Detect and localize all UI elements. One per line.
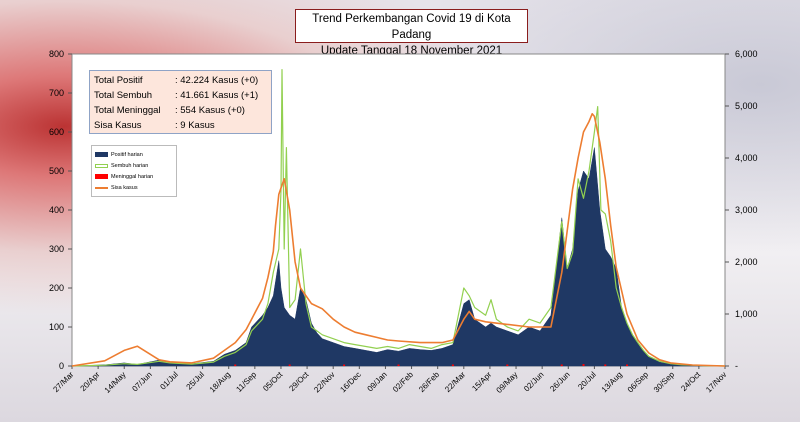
x-tick-label: 26/Jun	[548, 370, 571, 393]
y-right-tick-label: -	[735, 361, 738, 371]
x-tick-label: 11/Sep	[234, 370, 258, 394]
summary-label: Total Positif	[94, 75, 143, 86]
x-tick-label: 06/Sep	[626, 370, 651, 395]
legend-item-sembuh: Sembuh harian	[95, 160, 173, 171]
y-left-tick-label: 300	[49, 244, 64, 254]
x-tick-label: 09/May	[495, 370, 520, 395]
legend-label: Positif harian	[111, 151, 143, 158]
summary-label: Total Meninggal	[94, 105, 161, 116]
summary-label: Total Sembuh	[94, 90, 153, 101]
y-left-tick-label: 800	[49, 49, 64, 59]
y-left-tick-label: 600	[49, 127, 64, 137]
series-meninggal-bar	[582, 364, 585, 366]
legend-label: Sembuh harian	[111, 162, 149, 169]
chart-title: Trend Perkembangan Covid 19 di Kota Pada…	[295, 9, 528, 57]
y-left-tick-label: 0	[59, 361, 64, 371]
chart-legend: Positif harian Sembuh harian Meninggal h…	[91, 145, 177, 197]
y-right-tick-label: 1,000	[735, 309, 758, 319]
y-left-tick-label: 200	[49, 283, 64, 293]
x-tick-label: 18/Aug	[208, 370, 232, 394]
series-meninggal-bar	[397, 364, 400, 366]
y-right-tick-label: 4,000	[735, 153, 758, 163]
legend-swatch	[95, 163, 108, 168]
legend-item-sisa: Sisa kasus	[95, 182, 173, 193]
series-meninggal-bar	[604, 364, 607, 366]
x-tick-label: 26/Feb	[417, 370, 441, 394]
y-left-tick-label: 500	[49, 166, 64, 176]
x-tick-label: 24/Oct	[679, 370, 703, 394]
summary-box: Total Positif : 42.224 Kasus (+0) Total …	[89, 70, 272, 134]
series-sembuh-line	[71, 68, 726, 367]
x-tick-label: 17/Nov	[704, 370, 728, 394]
legend-label: Meninggal harian	[111, 173, 154, 180]
x-tick-label: 22/Nov	[312, 370, 336, 394]
y-right-tick-label: 5,000	[735, 101, 758, 111]
x-tick-label: 29/Oct	[287, 370, 311, 394]
x-tick-label: 20/Jul	[576, 370, 598, 392]
legend-item-positif: Positif harian	[95, 149, 173, 160]
y-left-tick-label: 700	[49, 88, 64, 98]
x-tick-label: 13/Aug	[600, 370, 624, 394]
x-tick-label: 16/Dec	[338, 370, 362, 394]
chart-title-line-1: Trend Perkembangan Covid 19 di Kota Pada…	[312, 13, 511, 41]
legend-swatch	[95, 186, 108, 189]
summary-row-meninggal: Total Meninggal : 554 Kasus (+0)	[94, 103, 267, 118]
x-tick-label: 27/Mar	[51, 370, 75, 394]
y-left-tick-label: 100	[49, 322, 64, 332]
summary-value: : 9 Kasus	[175, 120, 215, 131]
x-tick-label: 07/Jun	[130, 370, 153, 393]
summary-label: Sisa Kasus	[94, 120, 142, 131]
x-tick-label: 14/May	[103, 370, 128, 395]
x-tick-label: 02/Feb	[391, 370, 415, 394]
x-tick-label: 05/Oct	[261, 370, 285, 394]
legend-label: Sisa kasus	[111, 184, 138, 191]
y-left-tick-label: 400	[49, 205, 64, 215]
series-meninggal-bar	[288, 364, 291, 366]
summary-value: : 42.224 Kasus (+0)	[175, 75, 259, 86]
x-tick-label: 01/Jul	[158, 370, 180, 392]
legend-item-meninggal: Meninggal harian	[95, 171, 173, 182]
summary-row-sisa: Sisa Kasus : 9 Kasus	[94, 118, 267, 133]
x-tick-label: 20/Apr	[78, 370, 101, 393]
x-tick-label: 25/Jul	[185, 370, 207, 392]
x-tick-label: 30/Sep	[652, 370, 677, 395]
legend-swatch	[95, 174, 108, 179]
summary-value: : 554 Kasus (+0)	[175, 105, 245, 116]
summary-value: : 41.661 Kasus (+1)	[175, 90, 259, 101]
series-sisa-kasus-line	[71, 113, 726, 367]
series-meninggal-bar	[343, 364, 346, 366]
series-meninggal-bar	[626, 364, 629, 366]
x-tick-label: 22/Mar	[443, 370, 467, 394]
y-right-tick-label: 2,000	[735, 257, 758, 267]
y-right-tick-label: 6,000	[735, 49, 758, 59]
series-meninggal-bar	[451, 364, 454, 366]
summary-row-positif: Total Positif : 42.224 Kasus (+0)	[94, 73, 267, 88]
x-tick-label: 15/Apr	[470, 370, 493, 393]
y-right-tick-label: 3,000	[735, 205, 758, 215]
x-tick-label: 09/Jan	[365, 370, 388, 393]
series-meninggal-bar	[506, 364, 509, 366]
series-meninggal-bar	[560, 364, 563, 366]
summary-row-sembuh: Total Sembuh : 41.661 Kasus (+1)	[94, 88, 267, 103]
x-tick-label: 02/Jun	[522, 370, 545, 393]
series-meninggal-bar	[234, 364, 237, 366]
legend-swatch	[95, 152, 108, 157]
